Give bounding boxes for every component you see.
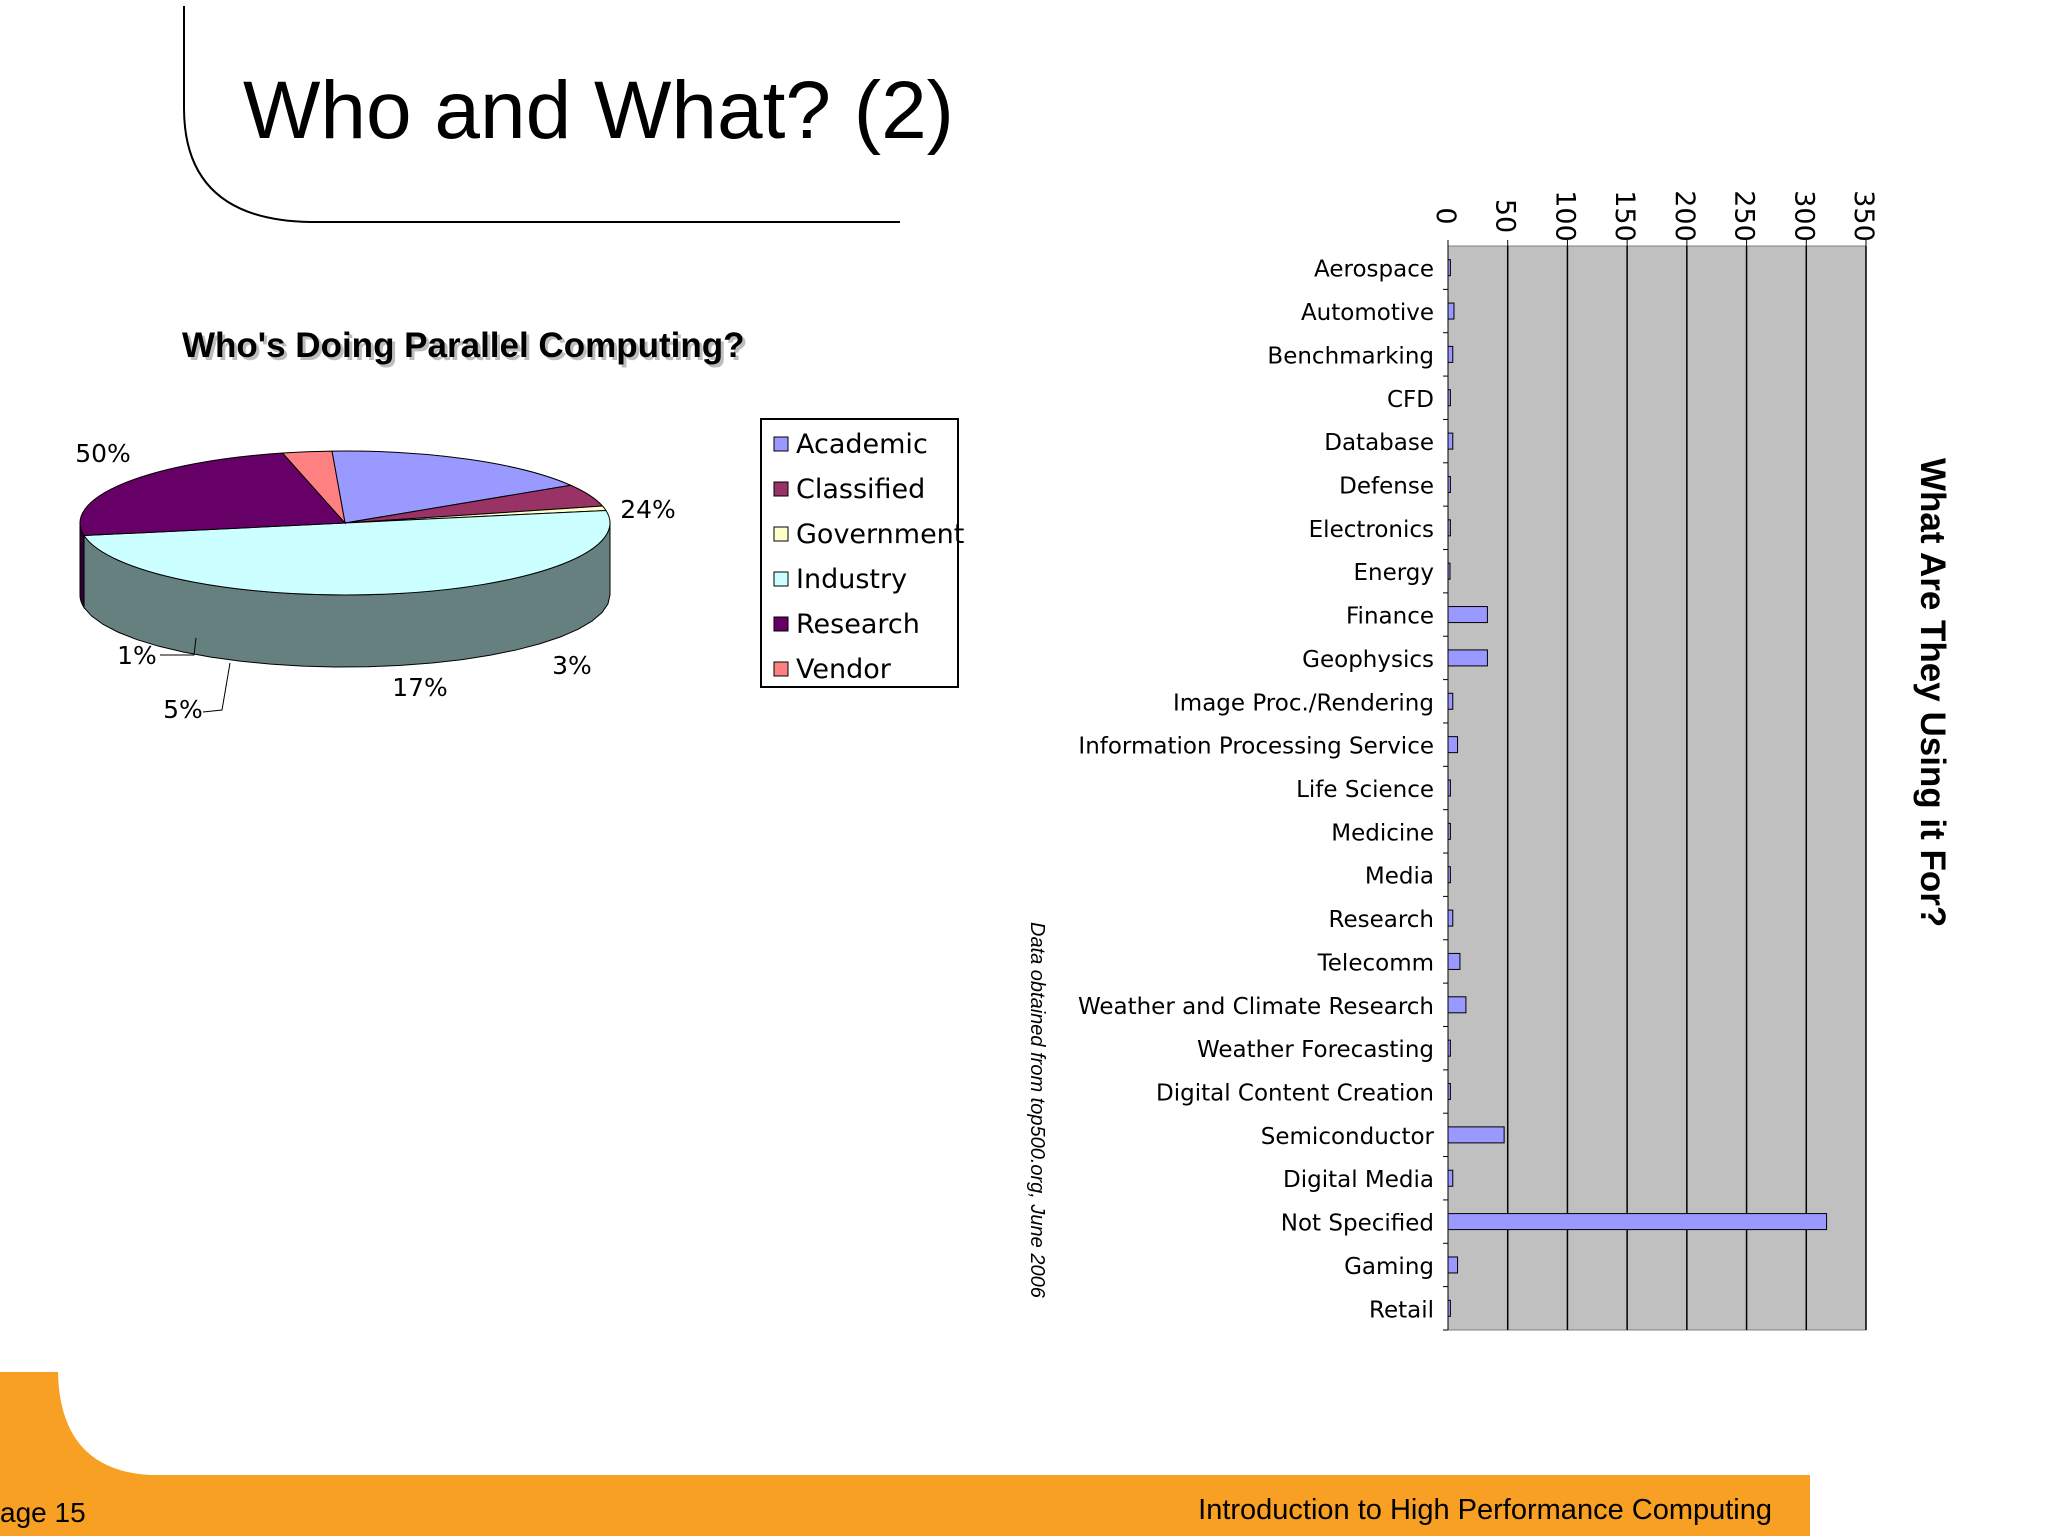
bar-energy bbox=[1447, 562, 1451, 580]
course-title: Introduction to High Performance Computi… bbox=[1198, 1494, 1772, 1526]
bar-finance bbox=[1447, 606, 1488, 624]
pie-label-research: 24% bbox=[620, 495, 676, 524]
bar-tick-label: 100 bbox=[1549, 190, 1580, 242]
legend-swatch-research bbox=[773, 616, 789, 632]
bar-digital-content-creation bbox=[1447, 1083, 1451, 1101]
bar-gaming bbox=[1447, 1256, 1459, 1274]
bar-tick-label: 0 bbox=[1430, 207, 1461, 224]
bar-plot-area bbox=[1447, 245, 1867, 1331]
bar-category-label: Not Specified bbox=[1281, 1211, 1434, 1237]
legend-swatch-government bbox=[773, 526, 789, 542]
bar-life-science bbox=[1447, 779, 1451, 797]
bar-automotive bbox=[1447, 302, 1455, 320]
bar-category-label: Medicine bbox=[1331, 820, 1434, 846]
bar-category-label: Geophysics bbox=[1302, 647, 1434, 673]
bar-category-label: Electronics bbox=[1309, 517, 1434, 543]
bar-category-label: Media bbox=[1365, 864, 1434, 890]
bar-telecomm bbox=[1447, 952, 1461, 970]
slide-title: Who and What? (2) bbox=[243, 65, 954, 156]
legend-label-academic: Academic bbox=[796, 429, 928, 460]
bar-benchmarking bbox=[1447, 345, 1454, 363]
bar-database bbox=[1447, 432, 1454, 450]
pie-slice-research bbox=[79, 452, 347, 537]
legend-swatch-classified bbox=[773, 481, 789, 497]
bar-category-label: Digital Content Creation bbox=[1156, 1081, 1434, 1107]
legend-label-government: Government bbox=[796, 519, 964, 550]
bar-cfd bbox=[1447, 389, 1451, 407]
pie-slice-academic bbox=[331, 450, 573, 524]
bar-category-label: Digital Media bbox=[1283, 1167, 1434, 1193]
svg-text:Who's Doing Parallel Computing: Who's Doing Parallel Computing? bbox=[185, 329, 747, 368]
bar-geophysics bbox=[1447, 649, 1488, 667]
bar-research bbox=[1447, 909, 1454, 927]
pie-label-classified: 5% bbox=[163, 695, 203, 724]
bar-category-label: Energy bbox=[1353, 560, 1434, 586]
pie-label-academic: 17% bbox=[392, 673, 448, 702]
pie-label-industry: 50% bbox=[75, 439, 131, 468]
bar-category-label: CFD bbox=[1387, 387, 1434, 413]
bar-retail bbox=[1447, 1299, 1451, 1317]
bar-chart-title: What Are They Using it For? bbox=[1913, 458, 1952, 927]
bar-tick-label: 300 bbox=[1788, 190, 1819, 242]
bar-category-label: Benchmarking bbox=[1267, 343, 1434, 369]
pie-slice-vendor bbox=[281, 450, 346, 525]
bar-category-label: Automotive bbox=[1301, 300, 1434, 326]
pie-chart-title: Who's Doing Parallel Computing? bbox=[182, 326, 744, 365]
bar-tick-label: 200 bbox=[1669, 190, 1700, 242]
legend-label-classified: Classified bbox=[796, 474, 925, 505]
bar-defense bbox=[1447, 475, 1451, 493]
bar-category-label: Defense bbox=[1339, 473, 1434, 499]
legend-label-industry: Industry bbox=[796, 564, 907, 595]
pie-chart: 17% 5%1% 50% 24% 3% bbox=[75, 439, 676, 724]
pie-label-vendor: 3% bbox=[552, 651, 592, 680]
bar-tick-label: 250 bbox=[1729, 190, 1760, 242]
bar-category-label: Research bbox=[1329, 907, 1435, 933]
bar-category-label: Image Proc./Rendering bbox=[1173, 690, 1434, 716]
bar-not-specified bbox=[1447, 1213, 1828, 1231]
bar-tick-label: 50 bbox=[1490, 199, 1521, 233]
bar-category-label: Life Science bbox=[1296, 777, 1434, 803]
bar-image-proc-rendering bbox=[1447, 692, 1454, 710]
bar-semiconductor bbox=[1447, 1126, 1505, 1144]
title-decoration-line bbox=[183, 6, 900, 223]
bar-medicine bbox=[1447, 822, 1451, 840]
bar-category-label: Aerospace bbox=[1314, 257, 1434, 283]
pie-label-government: 1% bbox=[117, 641, 157, 670]
legend-label-research: Research bbox=[796, 609, 920, 640]
bar-tick-label: 350 bbox=[1848, 190, 1879, 242]
bar-category-label: Weather Forecasting bbox=[1197, 1037, 1434, 1063]
source-note: Data obtained from top500.org, June 2006 bbox=[1026, 922, 1048, 1299]
bar-category-label: Information Processing Service bbox=[1078, 734, 1434, 760]
pie-legend: Academic Classified Government Industry Rese… bbox=[773, 429, 964, 685]
bar-category-label: Gaming bbox=[1344, 1254, 1434, 1280]
bar-electronics bbox=[1447, 519, 1451, 537]
bar-weather-and-climate-research bbox=[1447, 996, 1467, 1014]
bar-aerospace bbox=[1447, 259, 1451, 277]
legend-swatch-vendor bbox=[773, 661, 789, 677]
legend-swatch-industry bbox=[773, 571, 789, 587]
bar-category-label: Semiconductor bbox=[1261, 1124, 1435, 1150]
bar-information-processing-service bbox=[1447, 736, 1459, 754]
footer-band bbox=[0, 1372, 1810, 1536]
legend-label-vendor: Vendor bbox=[796, 654, 892, 685]
bar-category-label: Database bbox=[1324, 430, 1434, 456]
bar-digital-media bbox=[1447, 1169, 1454, 1187]
bar-weather-forecasting bbox=[1447, 1039, 1451, 1057]
bar-media bbox=[1447, 866, 1451, 884]
pie-legend-box bbox=[760, 418, 959, 688]
bar-category-label: Telecomm bbox=[1317, 950, 1434, 976]
pie-wall-research bbox=[79, 522, 85, 610]
legend-swatch-academic bbox=[773, 436, 789, 452]
pie-slice-industry bbox=[83, 509, 611, 596]
bar-tick-label: 150 bbox=[1609, 190, 1640, 242]
bar-chart: 0 50 100 150 200 250 300 350 Aerospace Automotive… bbox=[1078, 190, 1879, 1331]
page-number: age 15 bbox=[0, 1497, 86, 1528]
bar-category-label: Retail bbox=[1369, 1297, 1434, 1323]
bar-category-label: Weather and Climate Research bbox=[1078, 994, 1434, 1020]
bar-category-label: Finance bbox=[1346, 604, 1434, 630]
